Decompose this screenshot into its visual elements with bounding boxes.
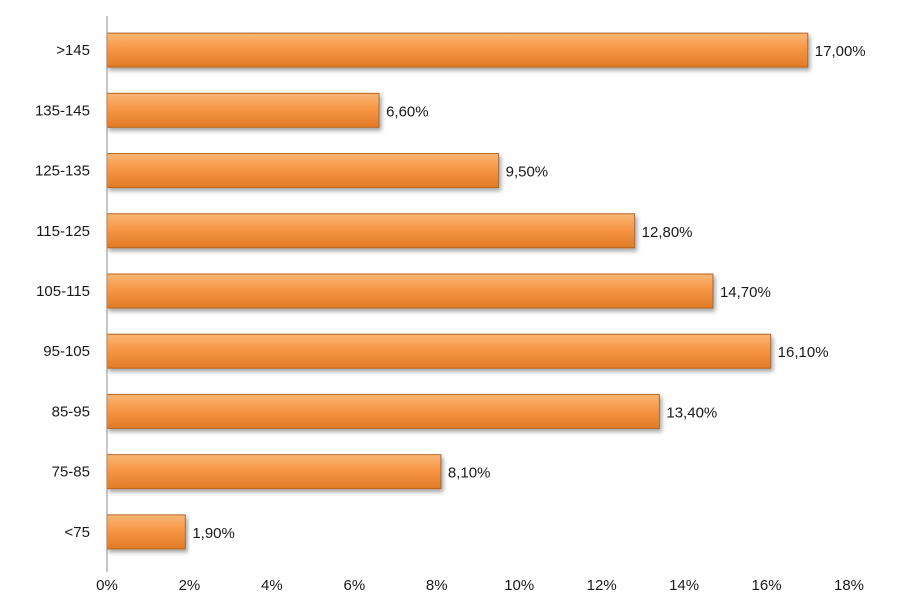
bar <box>106 153 500 189</box>
x-tick-label: 14% <box>669 577 699 594</box>
x-tick-label: 8% <box>426 577 448 594</box>
bar <box>106 333 772 369</box>
x-tick-label: 18% <box>834 577 864 594</box>
data-label: 1,90% <box>192 525 235 542</box>
x-tick-label: 0% <box>96 577 118 594</box>
bar <box>106 454 442 490</box>
category-label: 85-95 <box>52 403 90 420</box>
data-label: 16,10% <box>778 344 829 361</box>
bar <box>106 213 636 249</box>
category-label: 125-135 <box>35 163 90 180</box>
bar <box>106 514 186 550</box>
category-label: 115-125 <box>36 223 90 240</box>
x-tick-label: 12% <box>587 577 617 594</box>
bars-group <box>106 32 809 550</box>
category-label: 135-145 <box>35 102 90 119</box>
x-tick-label: 4% <box>261 577 283 594</box>
bar <box>106 273 714 309</box>
labels-group: >145 17,00% 135-145 6,60% 125-135 9,50% 115-12… <box>35 42 866 594</box>
category-label: <75 <box>65 524 90 541</box>
bar <box>106 32 809 68</box>
x-tick-label: 16% <box>752 577 782 594</box>
category-label: 95-105 <box>43 343 90 360</box>
bar <box>106 393 660 429</box>
bar <box>106 92 380 128</box>
category-label: 105-115 <box>36 283 90 300</box>
x-tick-label: 10% <box>504 577 534 594</box>
data-label: 12,80% <box>642 224 693 241</box>
category-label: >145 <box>56 42 90 59</box>
data-label: 17,00% <box>815 43 866 60</box>
x-tick-label: 6% <box>343 577 365 594</box>
x-tick-label: 2% <box>179 577 201 594</box>
data-label: 9,50% <box>506 164 549 181</box>
data-label: 14,70% <box>720 284 771 301</box>
data-label: 6,60% <box>386 103 429 120</box>
data-label: 8,10% <box>448 465 491 482</box>
data-label: 13,40% <box>666 404 717 421</box>
category-label: 75-85 <box>52 464 90 481</box>
